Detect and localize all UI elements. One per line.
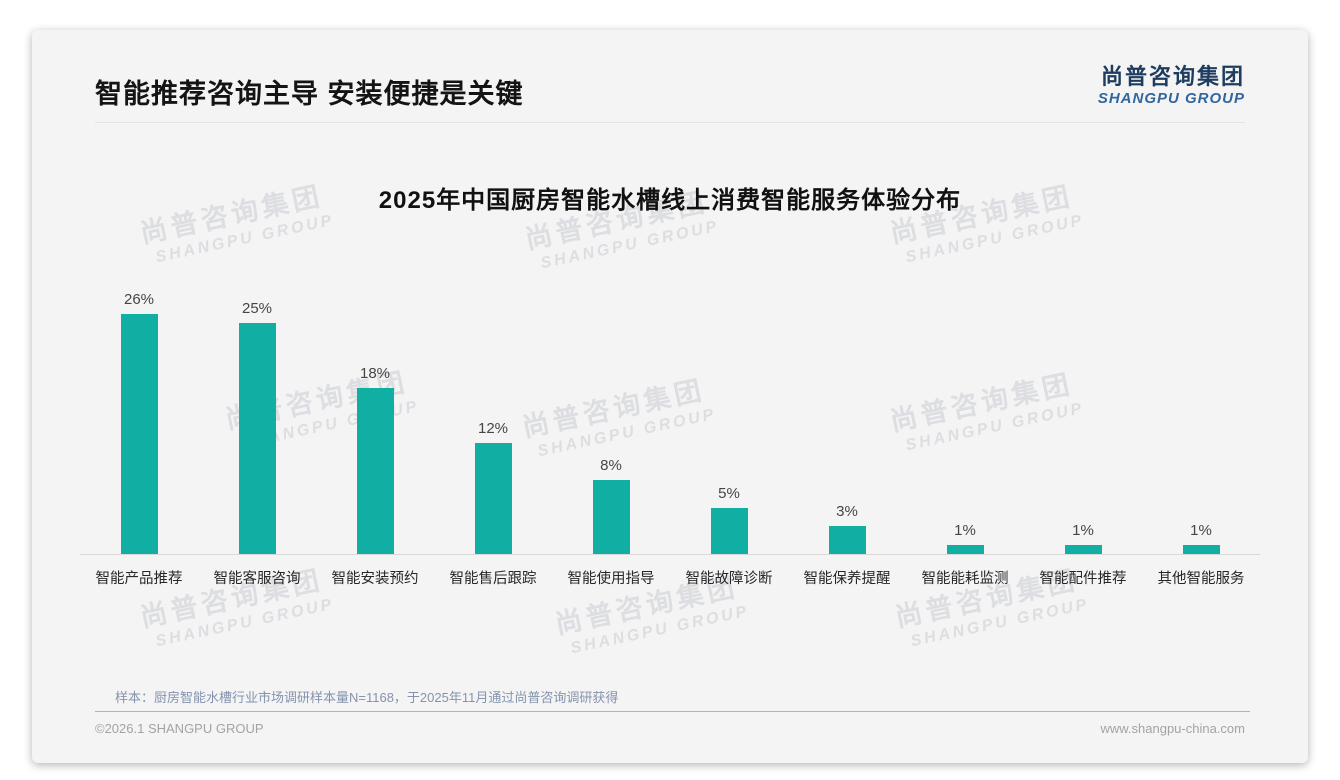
bar-column: 1% (1024, 282, 1142, 554)
bar-value-label: 12% (477, 420, 509, 437)
bar (238, 322, 276, 554)
chart-title: 2025年中国厨房智能水槽线上消费智能服务体验分布 (378, 187, 962, 214)
footer-divider (95, 711, 1250, 712)
bar-column: 8% (552, 282, 670, 554)
bar-value-label: 26% (123, 290, 155, 308)
bar-chart: 26% 25% 18% 12% 8% 5% 3% 1% 1% 1% (80, 282, 1260, 554)
bar-column: 1% (1142, 282, 1260, 554)
bar-value-label: 1% (1072, 521, 1094, 539)
bar (120, 313, 158, 554)
bar-category-label: 智能能耗监测 (921, 571, 1009, 587)
bar-category-label: 智能保养提醒 (803, 571, 891, 587)
bar-value-label: 1% (954, 521, 976, 539)
x-axis-labels: 智能产品推荐 智能客服咨询 智能安装预约 智能售后跟踪 智能使用指导 智能故障诊断 智能保养… (80, 567, 1260, 588)
bar-category-label: 智能使用指导 (567, 571, 655, 587)
bar-category-label: 智能安装预约 (331, 571, 419, 587)
logo-english-text: SHANGPU GROUP (1097, 90, 1245, 107)
bar-value-label: 18% (359, 364, 391, 382)
bar-value-label: 5% (718, 484, 740, 502)
bar-value-label: 3% (836, 503, 858, 521)
bar-category-label: 智能配件推荐 (1039, 571, 1127, 587)
x-axis-line (80, 554, 1260, 555)
bar (474, 443, 512, 554)
footer: ©2026.1 SHANGPU GROUP www.shangpu-china.… (95, 721, 1245, 736)
bar-category-label: 其他智能服务 (1157, 571, 1245, 587)
bar-column: 1% (906, 282, 1024, 554)
bar-column: 26% (80, 282, 198, 554)
bar (356, 387, 394, 554)
sample-note: 样本：厨房智能水槽行业市场调研样本量N=1168，于2025年11月通过尚普咨询… (115, 690, 619, 705)
bar-category-label: 智能售后跟踪 (449, 571, 537, 587)
bar-value-label: 1% (1190, 521, 1212, 539)
header-divider (95, 122, 1245, 123)
bar (828, 526, 866, 554)
bar (1064, 544, 1102, 554)
slide-card: 智能推荐咨询主导 安装便捷是关键 尚普咨询集团 SHANGPU GROUP 尚普… (32, 30, 1308, 763)
bar-category-label: 智能故障诊断 (685, 571, 773, 587)
bar-column: 3% (788, 282, 906, 554)
bar-category-label: 智能产品推荐 (95, 571, 183, 587)
logo-chinese-text: 尚普咨询集团 (1100, 64, 1245, 89)
page-title: 智能推荐咨询主导 安装便捷是关键 (95, 79, 524, 109)
website-text: www.shangpu-china.com (1100, 721, 1245, 736)
bar-column: 25% (198, 282, 316, 554)
bar-column: 5% (670, 282, 788, 554)
copyright-text: ©2026.1 SHANGPU GROUP (95, 721, 264, 736)
bar (946, 544, 984, 554)
bar-value-label: 25% (241, 299, 273, 317)
bar (710, 507, 748, 554)
bar-column: 18% (316, 282, 434, 554)
bar-column: 12% (434, 282, 552, 554)
bar (1182, 544, 1220, 554)
bar (592, 480, 630, 554)
company-logo: 尚普咨询集团 SHANGPU GROUP (1098, 64, 1245, 108)
bar-value-label: 8% (600, 457, 622, 474)
bar-category-label: 智能客服咨询 (213, 571, 301, 587)
